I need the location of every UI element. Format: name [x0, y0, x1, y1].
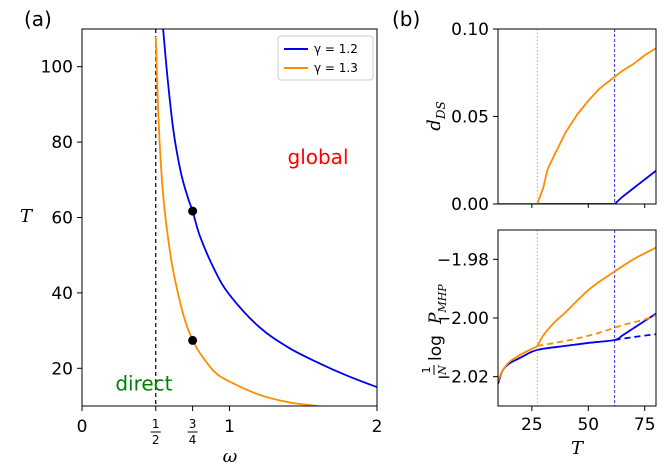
bottom-y-tick-label-1: −2.00 [437, 309, 489, 329]
x-tick-label-0: 0 [77, 417, 88, 437]
bottom-series-line-2 [498, 246, 656, 382]
x-tick-label-num-2: 3 [189, 417, 197, 431]
bottom-series-line-1 [614, 333, 656, 341]
y-tick-label-60: 60 [51, 209, 73, 229]
bottom-y-tick-label-2: −2.02 [437, 368, 489, 388]
ylabel-frac-num: 1 [420, 367, 433, 374]
panel-a-label: (a) [24, 7, 52, 31]
bottom-x-axis-label-T: T [571, 438, 585, 459]
x-tick-label-num-1: 1 [152, 417, 160, 431]
ylabel-log: log [426, 335, 446, 361]
y-tick-label-80: 80 [51, 133, 73, 153]
panel-b-bottom-frame [497, 229, 657, 407]
top-series-line-0 [498, 170, 656, 204]
bottom-y-tick-label-0: −1.98 [437, 250, 489, 270]
transition-point-1 [188, 335, 198, 345]
panel-b-label: (b) [392, 7, 420, 31]
top-series-line-1 [498, 47, 656, 204]
legend-entry-0: γ = 1.2 [314, 42, 358, 56]
top-y-tick-label-0: 0.00 [451, 195, 489, 215]
top-y-axis-label: dDS [424, 101, 448, 130]
x-tick-label-4: 2 [372, 417, 383, 437]
y-tick-label-100: 100 [41, 58, 73, 78]
bottom-x-tick-label-1: 50 [577, 415, 599, 435]
bottom-x-tick-label-0: 25 [521, 415, 543, 435]
ylabel-P: PMHP [426, 284, 449, 325]
annotation-global: global [288, 145, 349, 169]
ylabel-frac-den: N [436, 365, 449, 376]
x-tick-label-den-2: 4 [189, 433, 197, 447]
y-axis-label-T: T [20, 206, 34, 227]
panel-b-top-frame [497, 28, 657, 205]
bottom-series-line-3 [537, 314, 656, 347]
x-tick-label-den-1: 2 [152, 433, 160, 447]
annotation-direct: direct [115, 371, 172, 395]
y-tick-label-40: 40 [51, 284, 73, 304]
panel-b-top-plot: 0.00 0.05 0.10 dDS [424, 20, 657, 215]
panel-a-plot: 20 40 60 80 100 0 1 2 3 4 1 2 global direct γ = 1.2 γ =… [20, 28, 383, 466]
x-tick-label-3: 1 [224, 417, 235, 437]
legend-entry-1: γ = 1.3 [314, 61, 358, 75]
y-tick-label-20: 20 [51, 359, 73, 379]
bottom-x-tick-label-2: 75 [634, 415, 656, 435]
bottom-series-line-0 [498, 312, 656, 385]
top-y-tick-label-2: 0.10 [451, 20, 489, 40]
x-axis-label-omega: ω [223, 446, 238, 466]
transition-point-0 [188, 206, 198, 216]
top-y-tick-label-1: 0.05 [451, 108, 489, 128]
series-line-gamma-1-2 [162, 29, 377, 388]
panel-a-frame [81, 28, 378, 407]
